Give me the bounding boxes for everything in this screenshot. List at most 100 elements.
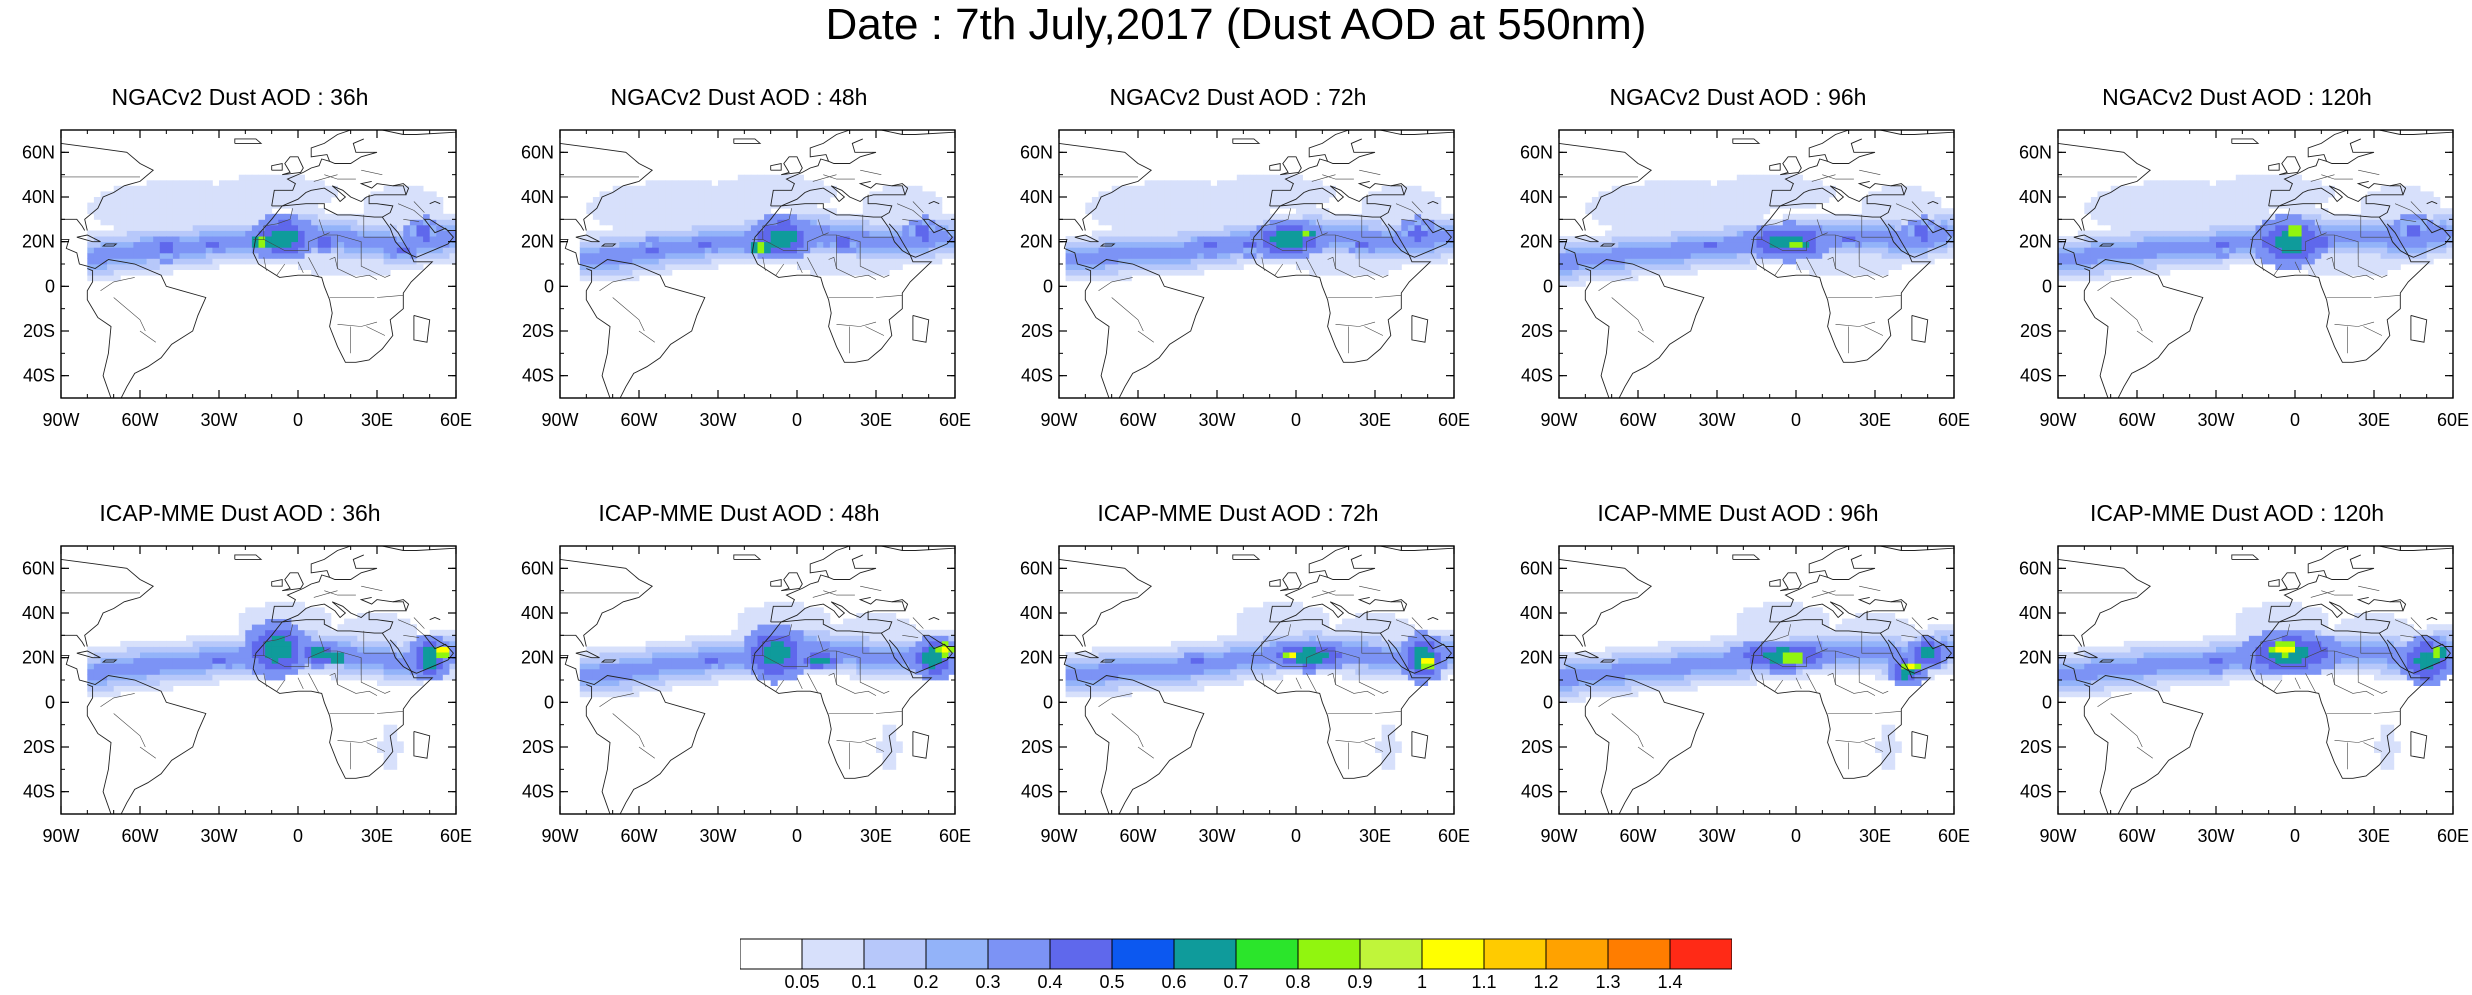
aod-cell	[199, 663, 207, 670]
aod-cell	[1170, 213, 1178, 220]
aod-cell	[423, 208, 431, 215]
aod-cell	[1868, 241, 1876, 248]
aod-cell	[271, 646, 279, 653]
aod-cell	[238, 613, 246, 619]
aod-cell	[258, 618, 266, 625]
aod-cell	[1355, 241, 1363, 248]
aod-cell	[1677, 208, 1685, 215]
aod-cell	[652, 252, 660, 259]
aod-cell	[120, 258, 128, 265]
aod-cell	[317, 635, 325, 642]
aod-cell	[1144, 224, 1152, 231]
aod-cell	[159, 680, 167, 686]
aod-cell	[1730, 230, 1738, 237]
aod-cell	[2281, 241, 2289, 248]
aod-cell	[186, 264, 194, 270]
country-border	[1806, 257, 1818, 278]
aod-cell	[941, 224, 949, 231]
aod-cell	[718, 213, 725, 220]
aod-cell	[1730, 252, 1738, 259]
aod-cell	[232, 224, 240, 231]
aod-cell	[2222, 230, 2230, 237]
aod-cell	[2420, 241, 2428, 248]
aod-cell	[1651, 269, 1659, 276]
aod-cell	[2301, 224, 2309, 231]
aod-cell	[2433, 197, 2441, 203]
aod-cell	[1236, 252, 1244, 259]
aod-cell	[2156, 252, 2164, 259]
aod-cell	[133, 197, 141, 203]
aod-cell	[192, 213, 200, 220]
aod-cell	[416, 208, 424, 215]
aod-cell	[291, 185, 299, 192]
aod-cell	[311, 224, 319, 231]
country-border	[100, 277, 135, 292]
aod-cell	[671, 230, 679, 237]
aod-cell	[1644, 230, 1652, 237]
aod-cell	[1355, 219, 1363, 226]
aod-cell	[1651, 208, 1659, 215]
aod-cell	[1203, 241, 1211, 248]
aod-cell	[1927, 213, 1935, 220]
aod-cell	[810, 230, 818, 237]
aod-cell	[2387, 252, 2395, 259]
aod-cell	[1591, 269, 1599, 276]
aod-cell	[1118, 185, 1126, 192]
aod-cell	[797, 191, 804, 198]
aod-cell	[166, 191, 174, 198]
aod-cell	[1421, 241, 1429, 248]
aod-cell	[1670, 236, 1678, 243]
aod-cell	[1782, 241, 1790, 248]
aod-cell	[1144, 241, 1152, 248]
aod-cell	[2189, 219, 2197, 226]
aod-cell	[1664, 269, 1672, 276]
aod-cell	[1368, 202, 1376, 209]
aod-cell	[330, 269, 338, 276]
aod-cell	[2222, 219, 2230, 226]
aod-cell	[1907, 247, 1915, 254]
aod-cell	[1164, 191, 1172, 198]
aod-cell	[1414, 213, 1422, 220]
aod-cell	[219, 663, 226, 670]
aod-cell	[278, 191, 286, 198]
aod-cell	[1190, 258, 1198, 265]
aod-cell	[284, 640, 292, 647]
aod-cell	[2301, 191, 2309, 198]
aod-cell	[2400, 219, 2408, 226]
aod-cell	[1565, 236, 1573, 243]
aod-cell	[107, 275, 115, 282]
aod-cell	[889, 258, 897, 265]
aod-cell	[423, 230, 431, 237]
aod-cell	[100, 247, 108, 254]
aod-cell	[1315, 219, 1323, 226]
aod-cell	[783, 219, 791, 226]
aod-cell	[1875, 247, 1882, 254]
aod-cell	[606, 275, 614, 282]
aod-cell	[1651, 247, 1659, 254]
aod-cell	[2262, 252, 2270, 259]
aod-cell	[2176, 213, 2184, 220]
aod-cell	[232, 258, 240, 265]
aod-cell	[1697, 247, 1705, 254]
aod-cell	[2360, 247, 2368, 254]
aod-cell	[199, 668, 207, 675]
aod-cell	[658, 241, 666, 248]
aod-cell	[843, 269, 851, 276]
aod-cell	[2413, 185, 2421, 192]
aod-cell	[133, 191, 141, 198]
aod-cell	[658, 236, 666, 243]
aod-cell	[1585, 258, 1593, 265]
aod-cell	[1197, 241, 1205, 248]
aod-cell	[2439, 213, 2447, 220]
aod-cell	[284, 219, 292, 226]
aod-cell	[1822, 269, 1830, 276]
aod-cell	[219, 657, 226, 664]
aod-cell	[179, 663, 187, 670]
aod-cell	[186, 219, 194, 226]
aod-cell	[2301, 236, 2309, 243]
aod-cell	[1296, 208, 1303, 215]
aod-cell	[1210, 258, 1218, 265]
aod-cell	[219, 208, 226, 215]
aod-cell	[882, 208, 890, 215]
aod-cell	[1203, 197, 1211, 203]
